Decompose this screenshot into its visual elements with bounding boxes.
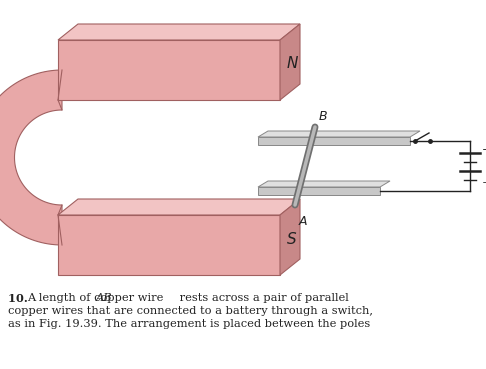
Polygon shape <box>58 40 280 100</box>
Text: B: B <box>319 110 328 123</box>
Polygon shape <box>0 70 62 245</box>
Text: 10.: 10. <box>8 293 32 304</box>
Text: −: − <box>482 145 486 155</box>
Text: A length of copper wire      rests across a pair of parallel: A length of copper wire rests across a p… <box>27 293 349 303</box>
Polygon shape <box>258 137 410 145</box>
Text: S: S <box>287 231 297 246</box>
Polygon shape <box>58 215 280 275</box>
Polygon shape <box>58 199 300 215</box>
Text: AB: AB <box>96 293 113 303</box>
Text: N: N <box>286 56 298 72</box>
Text: as in Fig. 19.39. The arrangement is placed between the poles: as in Fig. 19.39. The arrangement is pla… <box>8 319 370 329</box>
Polygon shape <box>58 70 62 100</box>
Polygon shape <box>280 199 300 275</box>
Text: copper wires that are connected to a battery through a switch,: copper wires that are connected to a bat… <box>8 306 373 316</box>
Polygon shape <box>258 187 380 195</box>
Polygon shape <box>58 24 300 40</box>
Polygon shape <box>58 215 62 245</box>
Text: +: + <box>482 179 486 189</box>
Polygon shape <box>258 131 420 137</box>
Text: A: A <box>299 215 308 228</box>
Polygon shape <box>280 24 300 100</box>
Polygon shape <box>258 181 390 187</box>
